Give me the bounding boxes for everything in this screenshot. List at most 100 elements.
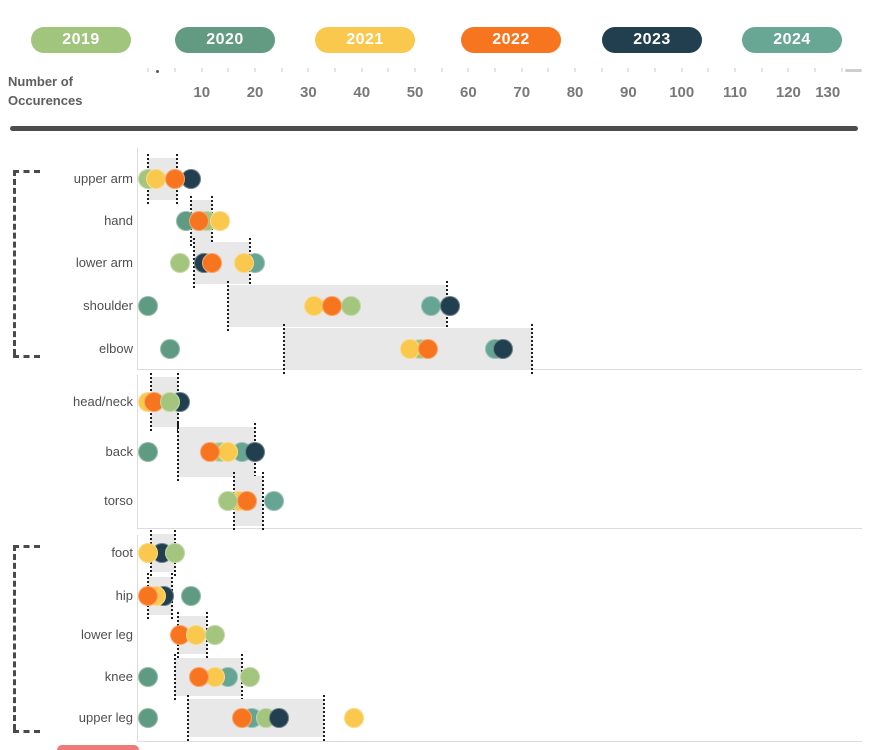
minor-tick [760,68,763,72]
dot-back-2023[interactable] [245,442,266,462]
legend-pill-2021[interactable]: 2021 [315,27,415,53]
dot-back-2020[interactable] [138,442,159,462]
tick-label-70: 70 [513,84,531,101]
dot-elbow-2023[interactable] [493,339,514,359]
dot-torso-2024[interactable] [263,491,284,511]
row-label-torso: torso [104,493,133,508]
legend-pill-2024[interactable]: 2024 [742,27,842,53]
range-band-edge [227,281,230,331]
dot-back-2021[interactable] [218,442,239,462]
panel-border-left [137,148,138,369]
row-label-hand: hand [104,213,133,228]
dot-elbow-2021[interactable] [399,339,420,359]
dot-hip-2022[interactable] [138,586,159,606]
row-label-hip: hip [115,588,133,603]
dot-torso-2019[interactable] [218,491,239,511]
dot-knee-2019[interactable] [239,667,260,687]
row-label-lower-arm: lower arm [75,255,133,270]
row-label-head-neck: head/neck [73,394,133,409]
minor-tick [174,68,177,72]
minor-tick [707,68,710,72]
dot-back-2022[interactable] [199,442,220,462]
range-band-edge [531,324,534,374]
tick-label-10: 10 [193,84,211,101]
row-label-upper-leg: upper leg [78,710,133,725]
dot-upper-leg-2022[interactable] [231,708,252,728]
range-band-edge [283,324,286,374]
dot-knee-2021[interactable] [205,667,226,687]
dot-shoulder-2020[interactable] [138,296,159,316]
panel-border-bottom [137,528,862,529]
row-label-upper-arm: upper arm [73,171,133,186]
dot-elbow-2022[interactable] [418,339,439,359]
dot-upper-arm-2023[interactable] [181,169,202,189]
minor-tick [734,68,737,72]
panel-border-left [137,535,138,741]
range-band-edge [192,238,195,288]
dot-lower-arm-2019[interactable] [170,253,191,273]
dot-hand-2022[interactable] [189,211,210,231]
dot-shoulder-2023[interactable] [439,296,460,316]
dot-upper-leg-2023[interactable] [269,708,290,728]
tick-label-100: 100 [669,84,695,101]
minor-tick [307,68,310,72]
row-label-back: back [105,444,133,459]
minor-tick [280,68,283,72]
minor-tick [654,68,657,72]
legend-pill-2020[interactable]: 2020 [175,27,275,53]
legend-pill-2019[interactable]: 2019 [31,27,131,53]
dot-knee-2020[interactable] [138,667,159,687]
dot-upper-leg-2020[interactable] [138,708,159,728]
dot-hip-2020[interactable] [181,586,202,606]
axis-title: Number of Occurences [8,74,83,108]
panel-border-left [137,375,138,528]
row-label-shoulder: shoulder [83,298,133,313]
dot-lower-arm-2021[interactable] [234,253,255,273]
dot-hand-2021[interactable] [210,211,231,231]
minimize-dash-icon [845,69,862,72]
minor-tick [787,68,790,72]
dot-lower-leg-2019[interactable] [205,625,226,645]
group-bracket-top [13,170,40,173]
minor-tick [627,68,630,72]
tick-label-60: 60 [460,84,477,101]
legend-pill-2023[interactable]: 2023 [602,27,702,53]
dot-foot-2019[interactable] [165,543,186,563]
minor-tick [547,68,550,72]
dot-upper-leg-2021[interactable] [343,708,364,728]
minor-tick [147,68,150,72]
row-label-elbow: elbow [99,341,133,356]
dot-head-neck-2022[interactable] [143,392,164,412]
minor-tick [440,68,443,72]
minor-tick [680,68,683,72]
minor-tick [814,68,817,72]
minor-tick [334,68,337,72]
group-bracket-legs [13,545,16,730]
dot-elbow-2020[interactable] [159,339,180,359]
dot-lower-arm-2022[interactable] [202,253,223,273]
dot-head-neck-2019[interactable] [159,392,180,412]
dot-torso-2022[interactable] [237,491,258,511]
tick-label-80: 80 [566,84,584,101]
dot-foot-2021[interactable] [138,543,159,563]
row-label-knee: knee [104,669,133,684]
legend-pill-2022[interactable]: 2022 [461,27,561,53]
range-band-edge [176,423,179,481]
tick-label-90: 90 [620,84,637,101]
dot-upper-arm-2021[interactable] [146,169,167,189]
dot-lower-leg-2021[interactable] [186,625,207,645]
dot-shoulder-2019[interactable] [341,296,362,316]
minor-tick [254,68,257,72]
range-band-edge [323,695,326,741]
dot-lower-leg-2022[interactable] [170,625,191,645]
minor-tick [200,68,203,72]
minor-tick [414,68,417,72]
dot-knee-2022[interactable] [189,667,210,687]
dot-upper-arm-2022[interactable] [165,169,186,189]
tick-label-40: 40 [353,84,371,101]
dot-shoulder-2021[interactable] [303,296,324,316]
dot-shoulder-2022[interactable] [322,296,343,316]
minor-tick [840,68,843,72]
dot-shoulder-2024[interactable] [421,296,442,316]
